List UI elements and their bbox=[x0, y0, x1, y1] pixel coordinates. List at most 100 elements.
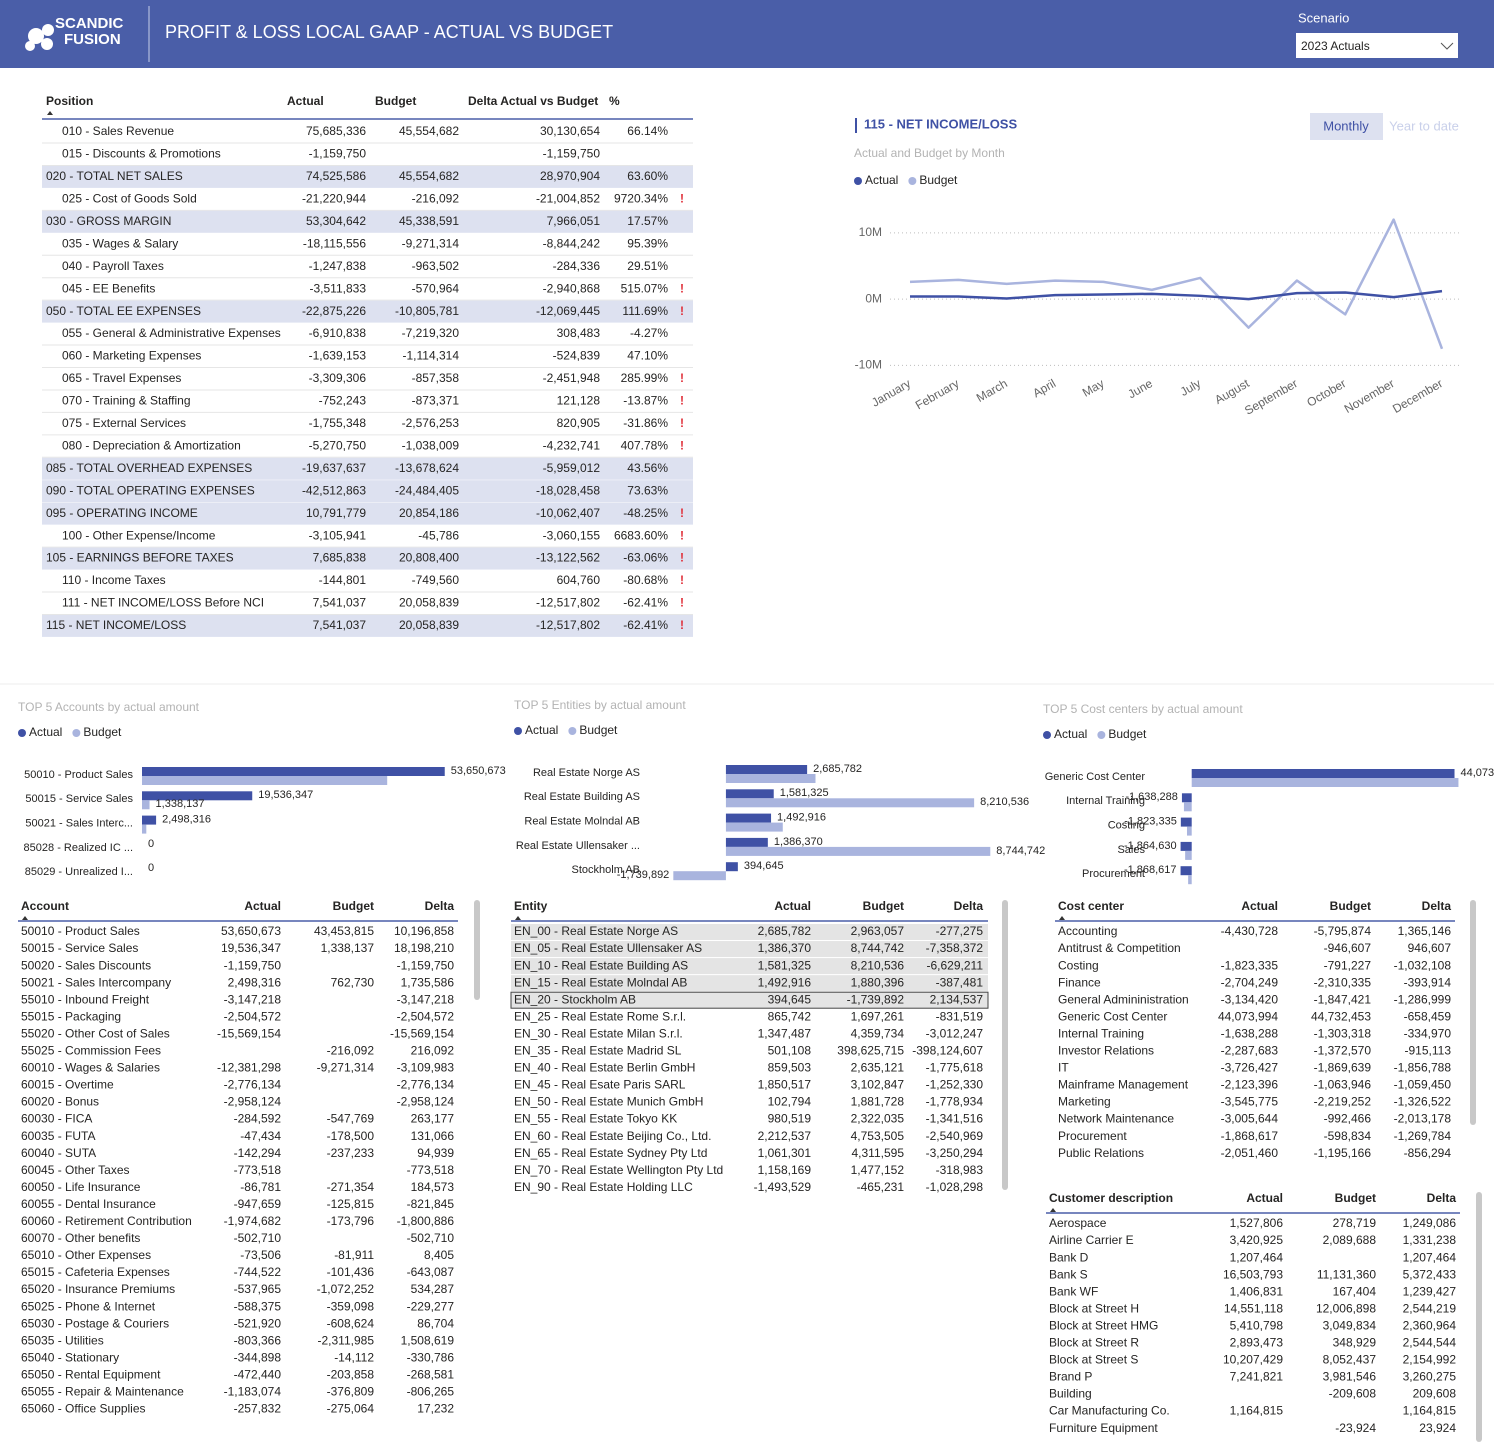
table-cell[interactable]: EN_65 - Real Estate Sydney Pty Ltd bbox=[514, 1146, 707, 1160]
title-accent bbox=[855, 118, 857, 133]
table-cell[interactable]: EN_70 - Real Estate Wellington Pty Ltd bbox=[514, 1163, 723, 1177]
dropdown-arrow[interactable] bbox=[1440, 42, 1454, 50]
table-cell[interactable]: -6,629,211 bbox=[927, 958, 984, 972]
scrollbar[interactable] bbox=[1470, 900, 1476, 1125]
table-cell: -1,326,522 bbox=[1394, 1095, 1452, 1109]
table-cell[interactable]: 1,492,916 bbox=[758, 975, 812, 989]
scenario-value[interactable]: 2023 Actuals bbox=[1301, 39, 1370, 53]
table-cell[interactable]: -318,983 bbox=[936, 1163, 984, 1177]
table-cell: 1,207,464 bbox=[1403, 1250, 1457, 1264]
table-cell[interactable]: -465,231 bbox=[857, 1180, 905, 1194]
table-cell[interactable]: 2,322,035 bbox=[851, 1112, 905, 1126]
table-cell[interactable]: 394,645 bbox=[768, 992, 812, 1006]
selected-row[interactable] bbox=[511, 975, 988, 992]
table-cell[interactable]: -1,493,529 bbox=[754, 1180, 812, 1194]
table-cell: -334,970 bbox=[1404, 1026, 1452, 1040]
table-cell[interactable]: 3,102,847 bbox=[851, 1078, 905, 1092]
table-cell[interactable]: EN_05 - Real Estate Ullensaker AS bbox=[514, 941, 702, 955]
selected-row[interactable] bbox=[510, 991, 989, 1009]
table-cell[interactable]: EN_60 - Real Estate Beijing Co., Ltd. bbox=[514, 1129, 711, 1143]
table-cell[interactable]: EN_45 - Real Esate Paris SARL bbox=[514, 1078, 686, 1092]
table-cell[interactable]: 398,625,715 bbox=[837, 1044, 904, 1058]
table-cell[interactable]: 1,061,301 bbox=[758, 1146, 812, 1160]
table-cell[interactable]: 865,742 bbox=[768, 1009, 812, 1023]
table-cell: -15,569,154 bbox=[217, 1026, 281, 1040]
selected-row[interactable] bbox=[511, 924, 988, 940]
table-cell[interactable]: 859,503 bbox=[768, 1061, 812, 1075]
table-cell[interactable]: 1,347,487 bbox=[758, 1026, 812, 1040]
selected-row[interactable] bbox=[511, 941, 988, 958]
table-cell[interactable]: 501,108 bbox=[768, 1044, 812, 1058]
table-cell[interactable]: -1,028,298 bbox=[926, 1180, 984, 1194]
table-cell[interactable]: -1,341,516 bbox=[926, 1112, 984, 1126]
table-cell[interactable]: 1,581,325 bbox=[758, 958, 812, 972]
table-cell[interactable]: 8,744,742 bbox=[851, 941, 905, 955]
delta-cell: 820,905 bbox=[557, 416, 601, 430]
table-cell: 1,331,238 bbox=[1403, 1233, 1457, 1247]
table-cell: -9,271,314 bbox=[317, 1061, 375, 1075]
table-cell[interactable]: EN_30 - Real Estate Milan S.r.l. bbox=[514, 1026, 683, 1040]
table-cell[interactable]: EN_40 - Real Estate Berlin GmbH bbox=[514, 1061, 695, 1075]
data-label: 8,744,742 bbox=[996, 845, 1045, 857]
table-cell[interactable]: -7,358,372 bbox=[926, 941, 984, 955]
toggle-option[interactable]: Monthly bbox=[1323, 118, 1369, 133]
table-cell[interactable]: 1,477,152 bbox=[851, 1163, 905, 1177]
budget-cell: 20,808,400 bbox=[399, 551, 459, 565]
table-cell[interactable]: -398,124,607 bbox=[912, 1044, 983, 1058]
table-cell[interactable]: -831,519 bbox=[936, 1009, 984, 1023]
table-cell[interactable]: -3,250,294 bbox=[926, 1146, 984, 1160]
table-cell[interactable]: 2,134,537 bbox=[930, 992, 984, 1006]
table-cell[interactable]: 2,212,537 bbox=[758, 1129, 812, 1143]
table-cell[interactable]: 4,311,595 bbox=[852, 1146, 905, 1160]
table-cell: -502,710 bbox=[407, 1231, 455, 1245]
table-cell[interactable]: EN_55 - Real Estate Tokyo KK bbox=[514, 1112, 677, 1126]
table-cell[interactable]: 2,685,782 bbox=[758, 924, 812, 938]
scenario-label: Scenario bbox=[1298, 10, 1349, 25]
table-cell: -1,847,421 bbox=[1314, 992, 1372, 1006]
table-cell[interactable]: -3,012,247 bbox=[926, 1026, 984, 1040]
table-cell[interactable]: 1,881,728 bbox=[851, 1095, 905, 1109]
scrollbar[interactable] bbox=[1476, 1192, 1482, 1442]
table-cell[interactable]: EN_15 - Real Estate Molndal AB bbox=[514, 975, 687, 989]
table-cell[interactable]: 1,880,396 bbox=[851, 975, 905, 989]
table-cell[interactable]: EN_10 - Real Estate Building AS bbox=[514, 958, 688, 972]
scrollbar[interactable] bbox=[474, 900, 480, 1000]
table-cell[interactable]: 2,635,121 bbox=[851, 1061, 905, 1075]
table-cell[interactable]: EN_50 - Real Estate Munich GmbH bbox=[514, 1095, 703, 1109]
table-cell: -2,504,572 bbox=[397, 1009, 455, 1023]
table-cell[interactable]: -277,275 bbox=[936, 924, 984, 938]
actual-cell: -144,801 bbox=[319, 573, 367, 587]
table-cell[interactable]: EN_20 - Stockholm AB bbox=[514, 992, 636, 1006]
table-cell: -275,064 bbox=[327, 1402, 375, 1416]
table-cell[interactable]: 1,697,261 bbox=[851, 1009, 905, 1023]
table-cell[interactable]: -1,739,892 bbox=[847, 992, 905, 1006]
table-cell[interactable]: 1,386,370 bbox=[758, 941, 812, 955]
table-cell: 1,365,146 bbox=[1398, 924, 1452, 938]
scenario-dropdown[interactable] bbox=[1296, 33, 1458, 58]
table-cell[interactable]: EN_90 - Real Estate Holding LLC bbox=[514, 1180, 693, 1194]
table-cell[interactable]: 980,519 bbox=[768, 1112, 812, 1126]
scrollbar[interactable] bbox=[1002, 900, 1008, 1190]
table-cell: -4,430,728 bbox=[1221, 924, 1279, 938]
table-cell[interactable]: 4,359,734 bbox=[851, 1026, 905, 1040]
table-cell: 2,498,316 bbox=[228, 975, 282, 989]
table-cell[interactable]: 2,963,057 bbox=[851, 924, 905, 938]
toggle-active[interactable] bbox=[1310, 113, 1383, 140]
legend-swatch bbox=[1043, 731, 1051, 739]
table-cell[interactable]: 4,753,505 bbox=[851, 1129, 905, 1143]
table-cell[interactable]: 1,158,169 bbox=[758, 1163, 812, 1177]
table-cell[interactable]: 102,794 bbox=[768, 1095, 812, 1109]
table-cell[interactable]: 1,850,517 bbox=[758, 1078, 812, 1092]
table-cell[interactable]: EN_25 - Real Estate Rome S.r.l. bbox=[514, 1009, 686, 1023]
budget-cell: -10,805,781 bbox=[395, 304, 459, 318]
table-cell[interactable]: -2,540,969 bbox=[926, 1129, 984, 1143]
toggle-option[interactable]: Year to date bbox=[1389, 118, 1459, 133]
table-cell[interactable]: EN_00 - Real Estate Norge AS bbox=[514, 924, 678, 938]
table-cell[interactable]: -1,775,618 bbox=[926, 1061, 984, 1075]
table-cell[interactable]: 8,210,536 bbox=[851, 958, 905, 972]
table-cell[interactable]: -1,252,330 bbox=[926, 1078, 984, 1092]
table-cell[interactable]: EN_35 - Real Estate Madrid SL bbox=[514, 1044, 682, 1058]
selected-row[interactable] bbox=[511, 958, 988, 975]
table-cell[interactable]: -1,778,934 bbox=[926, 1095, 984, 1109]
table-cell[interactable]: -387,481 bbox=[936, 975, 984, 989]
